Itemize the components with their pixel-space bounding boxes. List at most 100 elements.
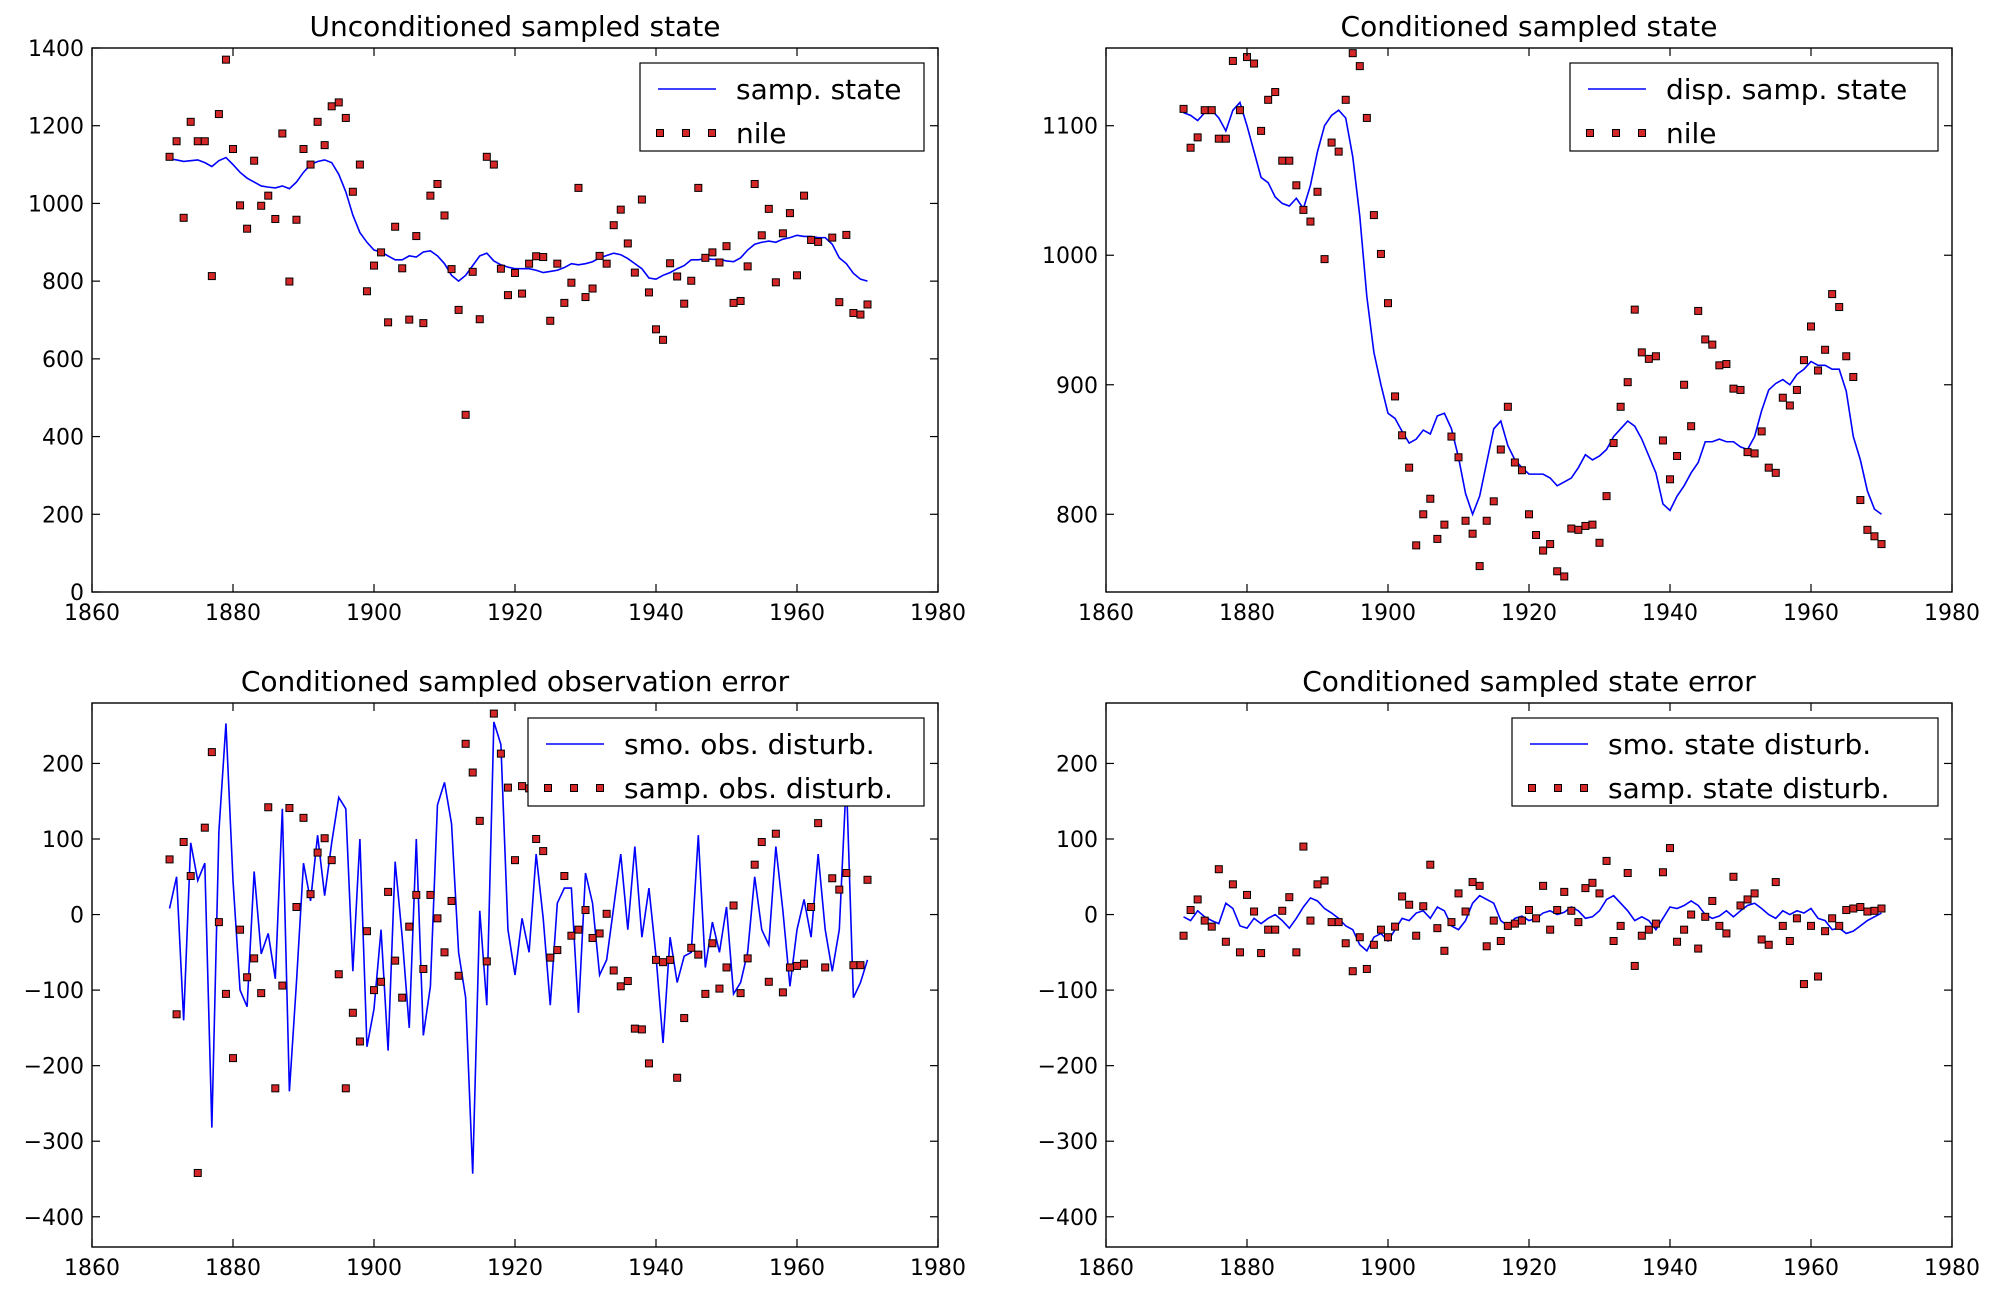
data-point: [468, 267, 477, 276]
data-point: [496, 264, 505, 273]
data-point: [729, 298, 738, 307]
data-point: [1708, 340, 1717, 349]
data-point: [229, 145, 237, 154]
data-point: [236, 925, 245, 934]
data-point: [1673, 937, 1682, 946]
data-point: [722, 963, 731, 972]
legend-marker-swatch: [656, 129, 664, 137]
data-point: [257, 989, 266, 998]
data-point: [1362, 113, 1371, 122]
y-tick-label: 100: [1056, 828, 1098, 853]
series-nile: [165, 55, 872, 419]
data-point: [1673, 452, 1682, 460]
legend-marker-swatch: [1612, 129, 1620, 137]
data-point: [341, 113, 350, 122]
y-tick-label: 0: [1084, 904, 1098, 929]
y-tick-label: 1000: [1042, 244, 1098, 269]
data-point: [1433, 924, 1442, 933]
data-point: [1658, 436, 1667, 445]
x-tick-label: 1960: [769, 601, 825, 626]
data-point: [574, 925, 583, 934]
data-point: [496, 749, 505, 758]
data-point: [1461, 907, 1470, 916]
data-point: [1186, 906, 1195, 915]
data-point: [1228, 56, 1237, 65]
data-point: [1532, 914, 1541, 923]
data-point: [1200, 106, 1209, 115]
data-point: [1630, 961, 1639, 970]
data-point: [172, 137, 181, 146]
data-point: [1228, 880, 1237, 889]
data-point: [743, 262, 752, 271]
data-point: [1320, 255, 1329, 264]
data-point: [701, 253, 710, 262]
data-point: [454, 971, 463, 980]
x-tick-label: 1980: [910, 1256, 966, 1281]
data-point: [835, 298, 844, 307]
chart-panel-3: Conditioned sampled observation error 186…: [24, 665, 966, 1281]
data-point: [292, 903, 301, 911]
data-point: [1715, 361, 1724, 370]
data-point: [687, 276, 696, 285]
data-point: [200, 823, 209, 832]
data-point: [1560, 887, 1569, 896]
data-point: [1447, 432, 1456, 441]
data-point: [821, 963, 830, 972]
data-point: [1588, 520, 1597, 529]
data-point: [1694, 944, 1703, 953]
data-point: [1694, 306, 1703, 315]
data-point: [1722, 360, 1731, 369]
data-point: [1729, 384, 1738, 393]
legend-label: samp. state: [736, 73, 902, 106]
data-point: [701, 989, 710, 998]
data-point: [1419, 510, 1428, 519]
data-point: [616, 205, 625, 214]
y-tick-label: −100: [24, 979, 84, 1004]
legend-marker-swatch: [1528, 784, 1536, 792]
series-smo-state-disturb-: [1183, 894, 1882, 953]
data-point: [278, 981, 287, 990]
data-point: [736, 296, 745, 305]
data-point: [1715, 921, 1724, 930]
data-point: [785, 963, 794, 972]
data-point: [1440, 520, 1449, 529]
data-point: [419, 319, 428, 328]
data-point: [419, 964, 428, 973]
data-point: [1193, 895, 1202, 904]
data-point: [264, 803, 273, 812]
data-point: [1546, 540, 1555, 549]
y-tick-label: 0: [70, 581, 84, 606]
data-point: [377, 977, 386, 986]
data-point: [750, 180, 759, 188]
data-point: [595, 251, 604, 260]
data-point: [1398, 431, 1407, 440]
data-point: [666, 259, 675, 268]
data-point: [1299, 842, 1308, 851]
data-point: [1475, 562, 1484, 571]
data-point: [1496, 445, 1505, 454]
y-tick-label: 400: [42, 426, 84, 451]
y-tick-label: −200: [24, 1055, 84, 1080]
y-tick-label: −300: [24, 1130, 84, 1155]
data-point: [1637, 931, 1646, 940]
data-point: [1419, 902, 1428, 911]
data-point: [1799, 356, 1808, 365]
data-point: [652, 955, 660, 964]
data-point: [659, 958, 668, 967]
data-point: [532, 835, 541, 843]
data-point: [1602, 856, 1611, 865]
data-point: [1433, 534, 1442, 543]
data-point: [179, 838, 188, 847]
data-point: [1736, 385, 1745, 394]
data-point: [1821, 345, 1830, 354]
data-point: [630, 1024, 639, 1033]
data-point: [1475, 881, 1484, 890]
data-point: [1609, 439, 1618, 448]
data-point: [1271, 88, 1280, 97]
y-tick-label: −100: [1038, 979, 1098, 1004]
data-point: [193, 1168, 202, 1177]
data-point: [757, 231, 766, 240]
data-point: [1510, 458, 1519, 467]
data-point: [503, 783, 512, 792]
data-point: [1757, 427, 1766, 436]
